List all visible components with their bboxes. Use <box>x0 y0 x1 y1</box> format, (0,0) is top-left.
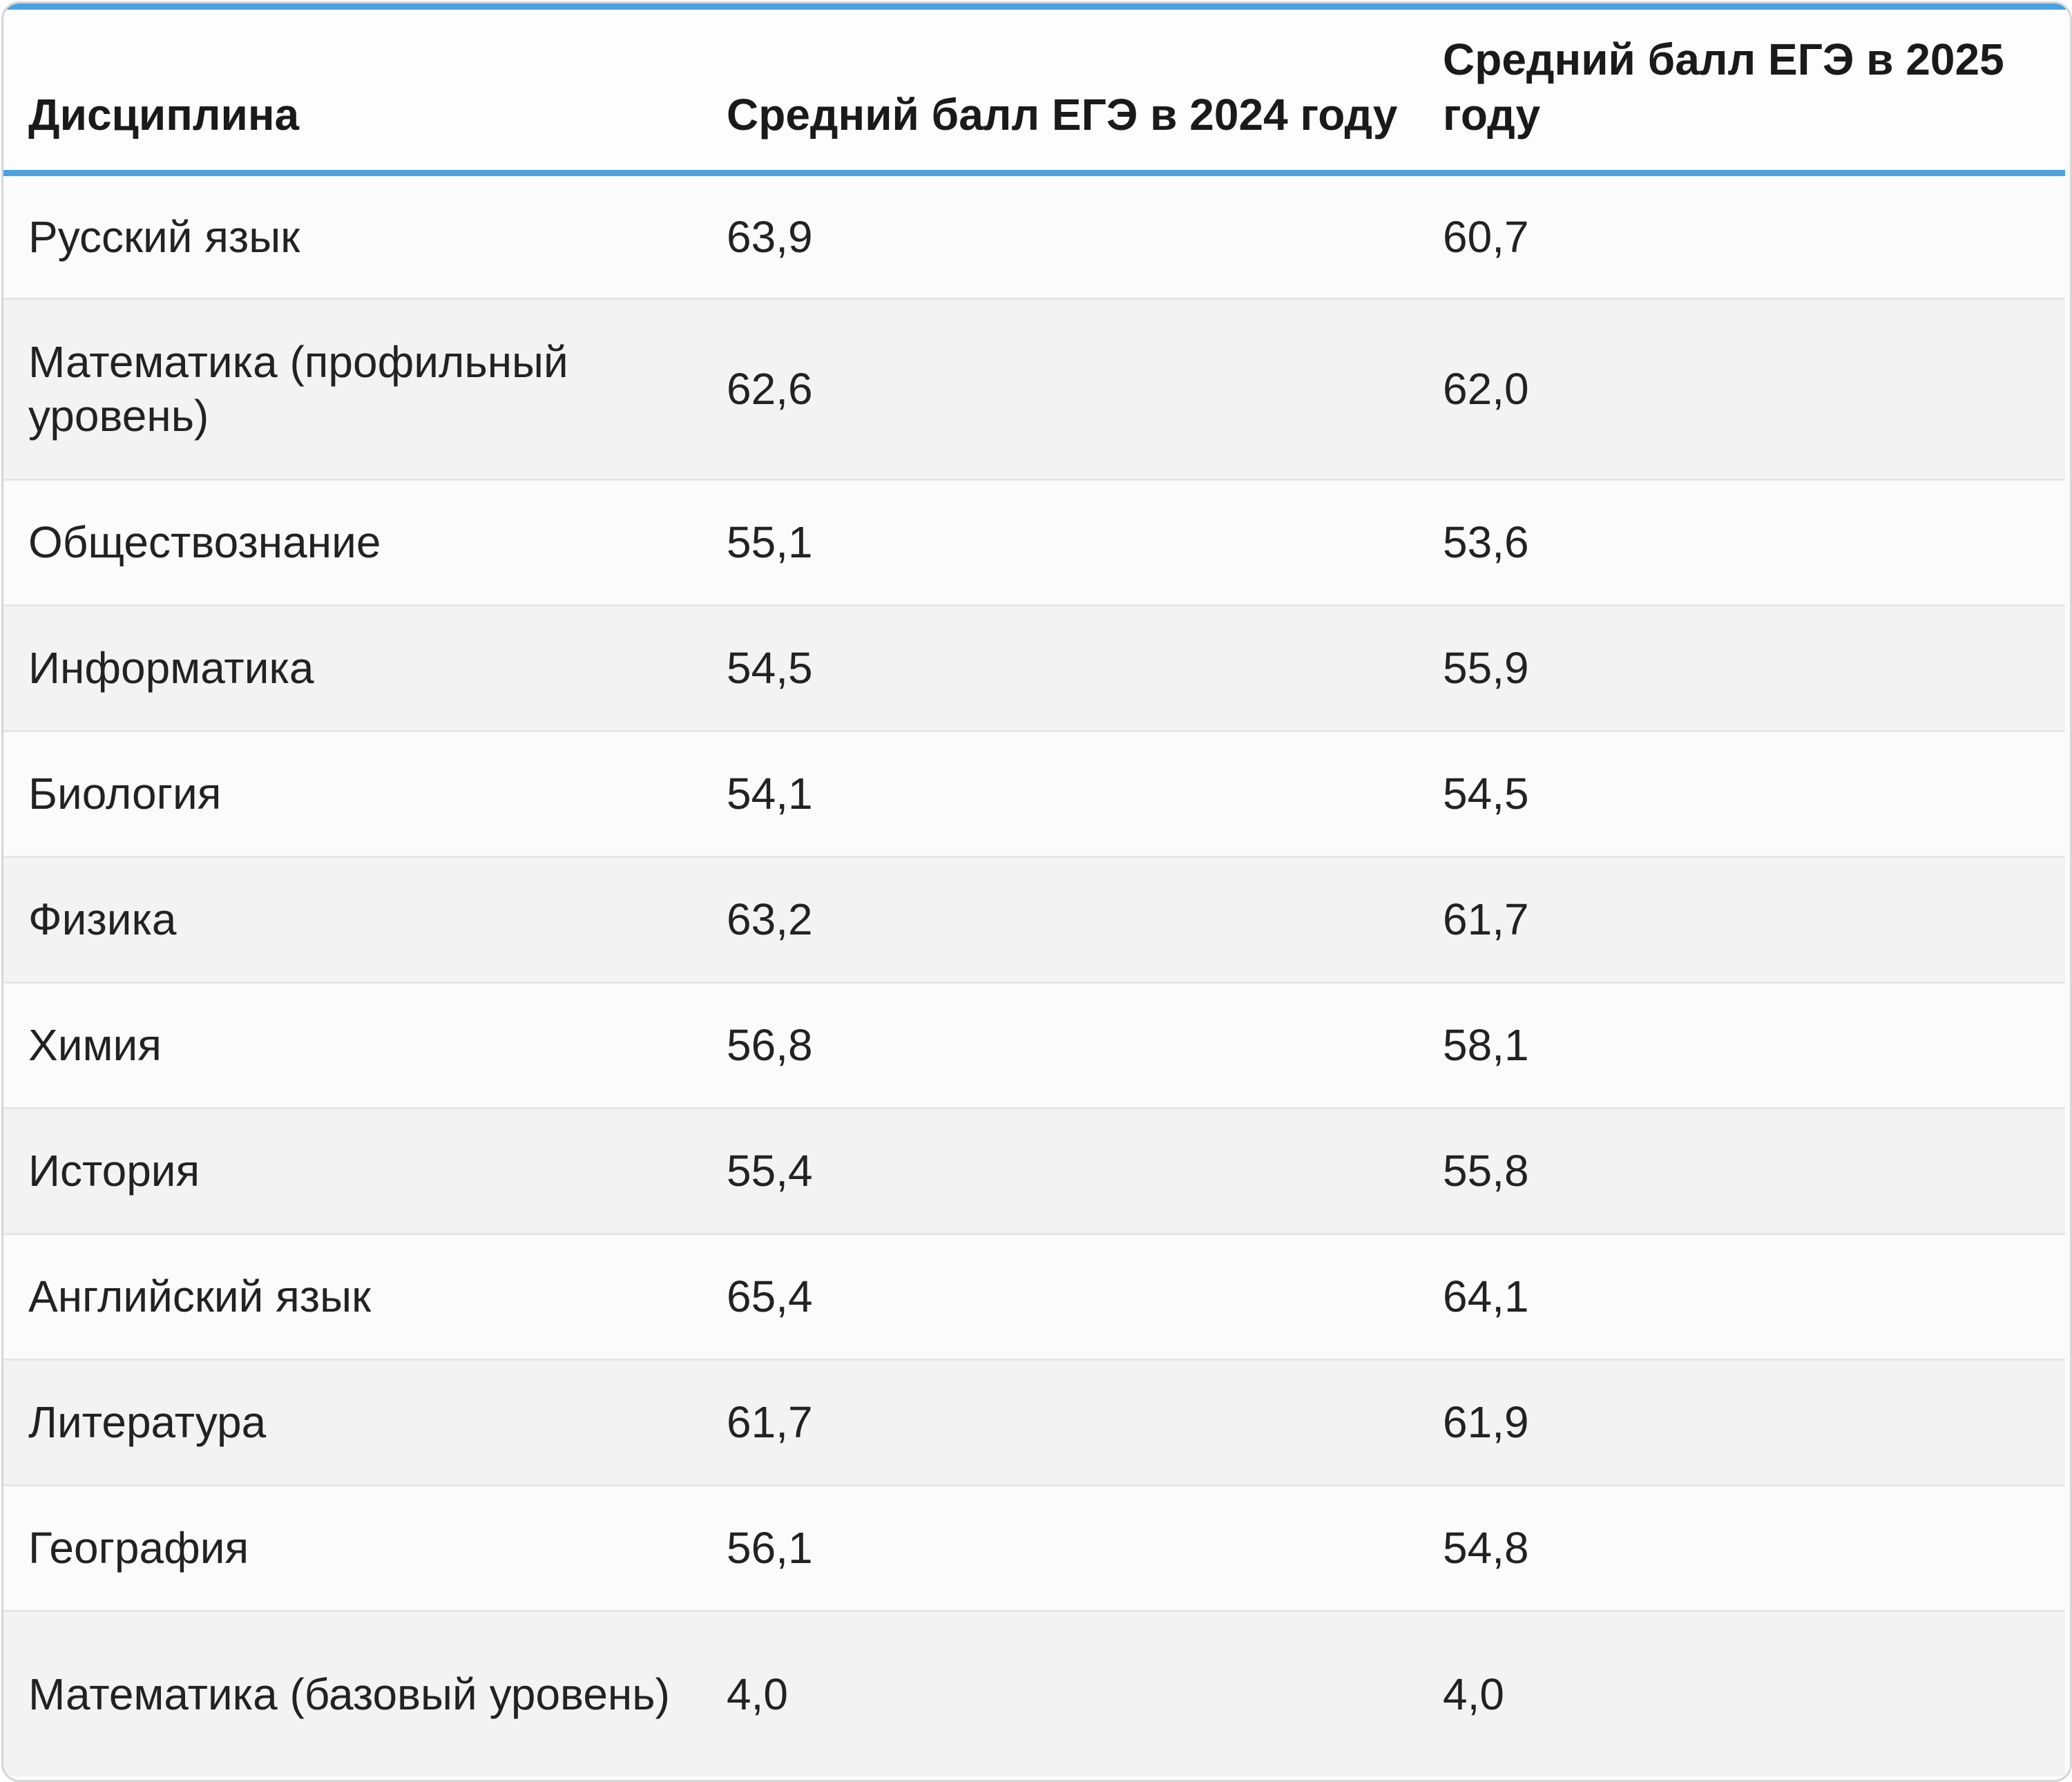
discipline-cell: История <box>3 1108 702 1235</box>
score-2024-cell: 61,7 <box>702 1359 1418 1486</box>
table-row: Русский язык 63,9 60,7 <box>3 173 2065 300</box>
score-2024-cell: 62,6 <box>702 298 1418 481</box>
score-2025-cell: 54,8 <box>1418 1485 2065 1612</box>
score-2025-cell: 61,7 <box>1418 856 2065 984</box>
score-2025-cell: 62,0 <box>1418 298 2065 481</box>
header-discipline: Дисциплина <box>3 10 702 176</box>
table-row: Математика (профильный уровень) 62,6 62,… <box>3 298 2065 481</box>
discipline-cell: Литература <box>3 1359 702 1486</box>
score-2024-cell: 55,1 <box>702 479 1418 606</box>
table-row: Физика 63,2 61,7 <box>3 856 2065 984</box>
score-2024-cell: 65,4 <box>702 1234 1418 1361</box>
score-2024-cell: 63,9 <box>702 173 1418 300</box>
score-2025-cell: 60,7 <box>1418 173 2065 300</box>
discipline-cell: Информатика <box>3 605 702 732</box>
table-row: Английский язык 65,4 64,1 <box>3 1234 2065 1361</box>
score-2024-cell: 54,1 <box>702 731 1418 858</box>
top-accent-line <box>3 3 2070 10</box>
score-2025-cell: 55,9 <box>1418 605 2065 732</box>
score-2025-cell: 61,9 <box>1418 1359 2065 1486</box>
score-2025-cell: 55,8 <box>1418 1108 2065 1235</box>
score-2024-cell: 56,1 <box>702 1485 1418 1612</box>
score-2025-cell: 54,5 <box>1418 731 2065 858</box>
header-score-2025: Средний балл ЕГЭ в 2025 году <box>1418 10 2065 176</box>
header-score-2024: Средний балл ЕГЭ в 2024 году <box>702 10 1418 176</box>
score-2024-cell: 54,5 <box>702 605 1418 732</box>
table-row: Информатика 54,5 55,9 <box>3 605 2065 732</box>
exam-scores-table: Дисциплина Средний балл ЕГЭ в 2024 году … <box>3 10 2065 1776</box>
table-row: Химия 56,8 58,1 <box>3 982 2065 1109</box>
table-row: Математика (базовый уровень) 4,0 4,0 <box>3 1611 2065 1776</box>
discipline-cell: Биология <box>3 731 702 858</box>
table-header-row: Дисциплина Средний балл ЕГЭ в 2024 году … <box>3 10 2065 176</box>
table-row: История 55,4 55,8 <box>3 1108 2065 1235</box>
table-row: География 56,1 54,8 <box>3 1485 2065 1612</box>
score-2025-cell: 53,6 <box>1418 479 2065 606</box>
discipline-cell: Физика <box>3 856 702 984</box>
discipline-cell: Химия <box>3 982 702 1109</box>
score-2025-cell: 64,1 <box>1418 1234 2065 1361</box>
score-2024-cell: 4,0 <box>727 1669 788 1719</box>
discipline-cell: Английский язык <box>3 1234 702 1361</box>
discipline-cell: География <box>3 1485 702 1612</box>
discipline-cell: Математика (базовый уровень) <box>28 1669 670 1719</box>
discipline-cell: Математика (профильный уровень) <box>3 298 702 481</box>
score-2024-cell: 55,4 <box>702 1108 1418 1235</box>
table-row: Обществознание 55,1 53,6 <box>3 479 2065 606</box>
score-2025-cell: 58,1 <box>1418 982 2065 1109</box>
score-2024-cell: 56,8 <box>702 982 1418 1109</box>
table-row: Биология 54,1 54,5 <box>3 731 2065 858</box>
score-2024-cell: 63,2 <box>702 856 1418 984</box>
discipline-cell: Обществознание <box>3 479 702 606</box>
score-2025-cell: 4,0 <box>1443 1669 1504 1719</box>
discipline-cell: Русский язык <box>3 173 702 300</box>
table-row: Литература 61,7 61,9 <box>3 1359 2065 1486</box>
